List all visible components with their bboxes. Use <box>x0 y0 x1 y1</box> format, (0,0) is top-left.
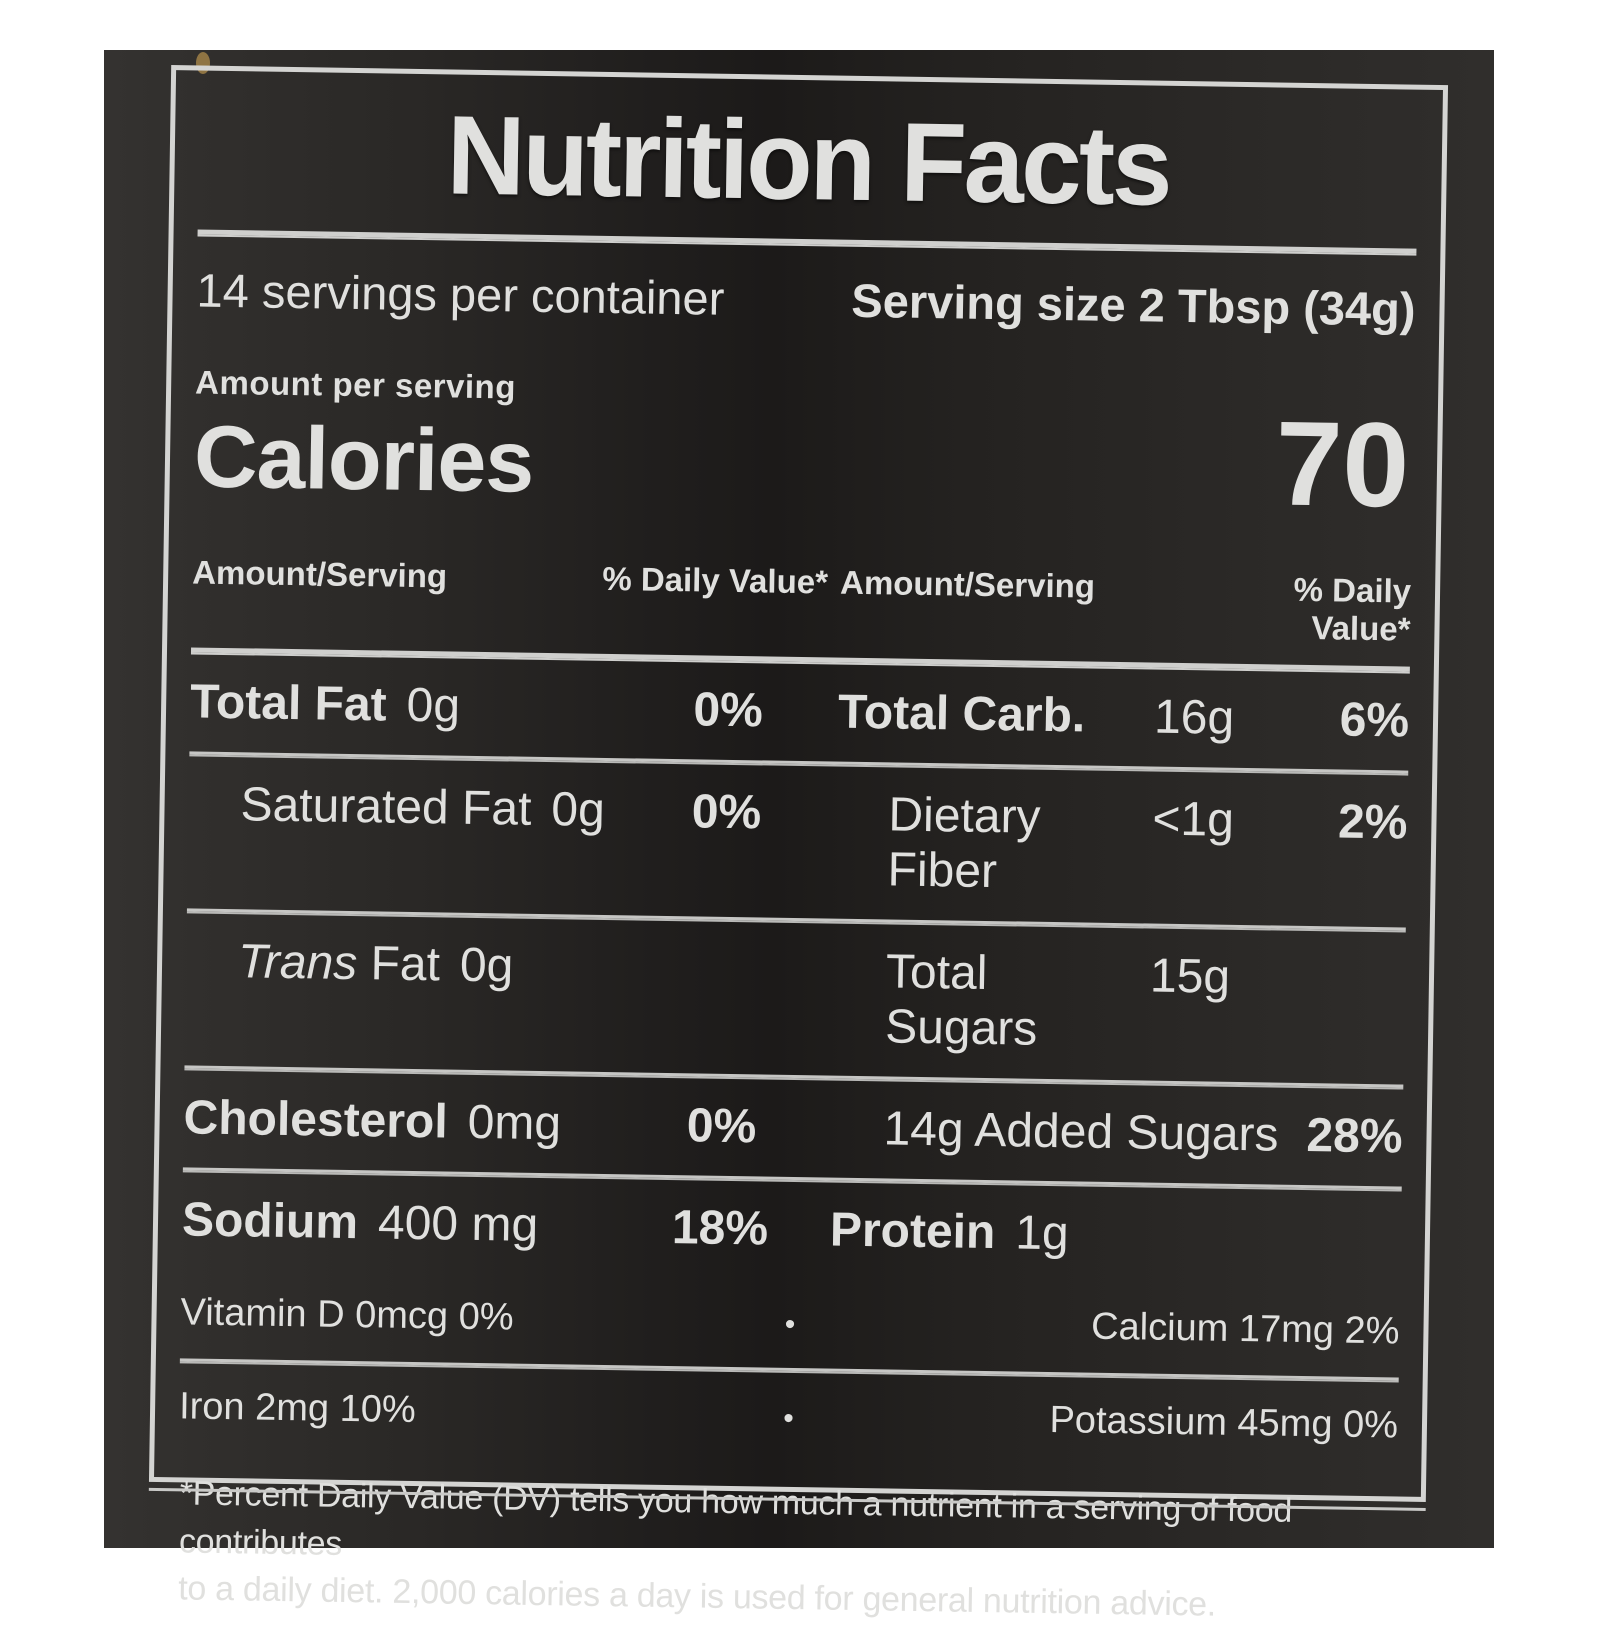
saturated-fat-cell: Saturated Fat 0g 0% <box>188 776 837 841</box>
servings-per-container: 14 servings per container <box>196 263 725 325</box>
saturated-fat-name: Saturated Fat <box>240 778 532 836</box>
sodium-dv: 18% <box>671 1201 769 1256</box>
amount-serving-header-right: Amount/Serving <box>839 563 1096 605</box>
total-fat-cell: Total Fat 0g 0% <box>190 674 839 739</box>
sodium-cell: Sodium 400 mg 18% <box>182 1192 831 1257</box>
protein-text: Protein 1g <box>830 1203 1402 1267</box>
column-headers-right: Amount/Serving % Daily Value* <box>839 563 1412 649</box>
nutrient-row-cholesterol-addedsugars: Cholesterol 0mg 0% 14g Added Sugars 28% <box>183 1070 1403 1186</box>
total-fat-name: Total Fat <box>189 675 388 732</box>
trans-fat-cell: Trans Fat 0g <box>186 933 835 998</box>
bullet-separator: • <box>783 1401 795 1436</box>
cholesterol-cell: Cholesterol 0mg 0% <box>183 1090 832 1155</box>
column-headers-left: Amount/Serving % Daily Value* <box>192 553 841 601</box>
calories-value: 70 <box>1274 396 1411 533</box>
cholesterol-text: Cholesterol 0mg <box>183 1090 612 1152</box>
saturated-fat-text: Saturated Fat 0g <box>188 776 617 838</box>
column-headers-row: Amount/Serving % Daily Value* Amount/Ser… <box>191 529 1412 666</box>
total-carb-cell: Total Carb. 16g 6% <box>838 685 1410 749</box>
sodium-amount: 400 mg <box>377 1196 539 1252</box>
amount-serving-header-left: Amount/Serving <box>191 553 448 595</box>
product-bottle-surface: Nutrition Facts 14 servings per containe… <box>104 50 1494 1624</box>
daily-value-header-left: % Daily Value* <box>602 559 829 601</box>
total-sugars-dv-empty <box>1290 994 1405 996</box>
trans-fat-amount: 0g <box>459 938 514 993</box>
total-sugars-name: Total Sugars <box>884 945 1038 1056</box>
saturated-fat-amount: 0g <box>550 783 606 837</box>
nutrient-row-transfat-sugars: Trans Fat 0g Total Sugars 15g <box>184 913 1405 1084</box>
potassium-value: Potassium 45mg 0% <box>1049 1399 1399 1447</box>
dietary-fiber-name: Dietary Fiber <box>887 788 1041 899</box>
added-sugars-name: 14g Added Sugars <box>883 1102 1279 1162</box>
bullet-separator: • <box>784 1307 796 1342</box>
nutrient-row-total-fat-carb: Total Fat 0g 0% Total Carb. 16g 6% <box>189 654 1410 770</box>
total-carb-name: Total Carb. <box>837 685 1086 743</box>
cholesterol-amount: 0mg <box>467 1095 562 1151</box>
serving-info-row: 14 servings per container Serving size 2… <box>196 236 1417 366</box>
total-fat-amount: 0g <box>406 678 461 733</box>
sodium-text: Sodium 400 mg <box>182 1192 611 1254</box>
cholesterol-dv: 0% <box>686 1099 757 1154</box>
total-sugars-cell: Total Sugars 15g <box>833 944 1406 1063</box>
total-carb-dv: 6% <box>1339 693 1410 748</box>
label-title: Nutrition Facts <box>445 92 1171 229</box>
trans-fat-name: Fat <box>370 937 441 992</box>
calories-section: Amount per serving Calories 70 <box>193 347 1415 540</box>
protein-name: Protein <box>829 1203 996 1260</box>
trans-fat-name-italic: Trans <box>237 935 358 991</box>
protein-amount: 1g <box>1014 1206 1070 1261</box>
calories-label: Calories <box>193 406 535 511</box>
calcium-value: Calcium 17mg 2% <box>1090 1305 1400 1353</box>
total-carb-amount: 16g <box>1153 690 1235 745</box>
cholesterol-name: Cholesterol <box>183 1091 449 1149</box>
daily-value-footnote: *Percent Daily Value (DV) tells you how … <box>176 1452 1397 1632</box>
trans-fat-text: Trans Fat 0g <box>186 933 615 995</box>
iron-value: Iron 2mg 10% <box>178 1385 417 1432</box>
nutrient-row-sodium-protein: Sodium 400 mg 18% Protein 1g <box>181 1172 1401 1288</box>
sodium-name: Sodium <box>181 1193 359 1250</box>
nutrition-facts-label: Nutrition Facts 14 servings per containe… <box>148 65 1449 1624</box>
daily-value-header-right: % Daily Value* <box>1293 570 1412 648</box>
dietary-fiber-dv: 2% <box>1337 795 1408 850</box>
saturated-fat-dv: 0% <box>691 785 762 840</box>
nutrient-row-satfat-fiber: Saturated Fat 0g 0% Dietary Fiber <1g 2% <box>187 756 1408 927</box>
total-fat-text: Total Fat 0g <box>190 674 619 736</box>
added-sugars-dv: 28% <box>1306 1109 1403 1164</box>
trans-fat-dv-empty <box>614 983 834 986</box>
dietary-fiber-amount: <1g <box>1152 792 1235 847</box>
total-fat-dv: 0% <box>693 683 764 738</box>
dietary-fiber-cell: Dietary Fiber <1g 2% <box>835 787 1408 906</box>
added-sugars-cell: 14g Added Sugars 28% <box>831 1101 1403 1165</box>
vitamin-d-value: Vitamin D 0mcg 0% <box>180 1291 514 1339</box>
protein-cell: Protein 1g <box>830 1203 1402 1267</box>
total-sugars-amount: 15g <box>1149 949 1231 1004</box>
serving-size: Serving size 2 Tbsp (34g) <box>851 273 1416 336</box>
